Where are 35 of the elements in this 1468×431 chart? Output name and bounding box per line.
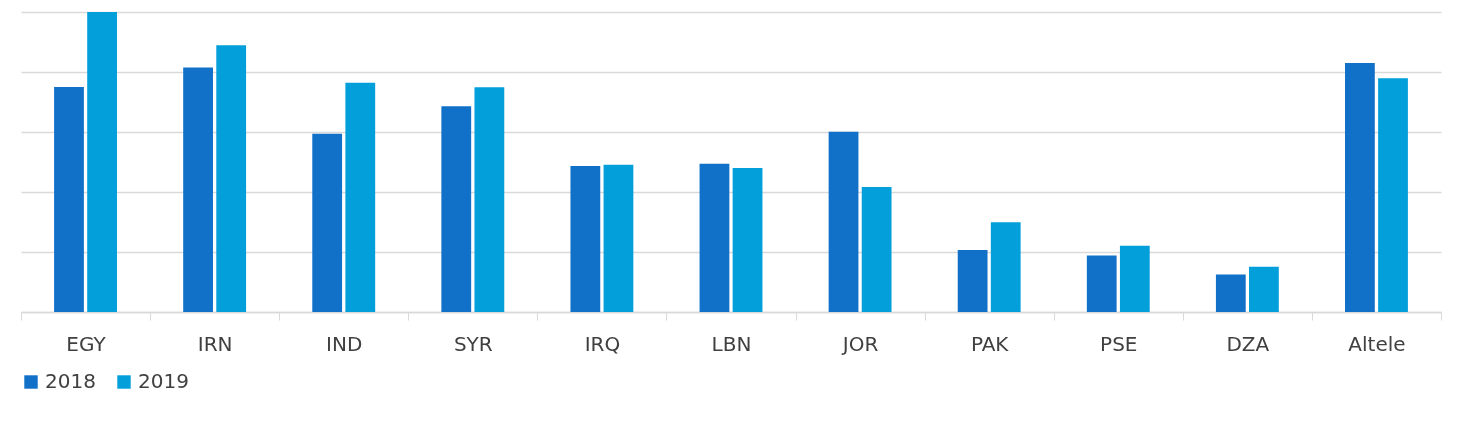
bar — [474, 87, 505, 312]
bar — [603, 164, 634, 312]
bar — [1249, 266, 1279, 312]
bar — [1345, 63, 1375, 312]
x-tick-label: DZA — [1226, 331, 1270, 356]
bar — [1215, 274, 1246, 312]
bar — [732, 168, 763, 312]
bar — [216, 45, 247, 312]
bar — [441, 106, 472, 312]
bar — [957, 249, 988, 312]
bar — [87, 12, 117, 312]
x-tick-label: IND — [326, 331, 363, 356]
bar — [699, 163, 730, 312]
x-tick-label: IRN — [197, 331, 233, 356]
x-tick-label: IRQ — [584, 331, 621, 356]
bar — [312, 133, 343, 312]
bar — [828, 131, 859, 312]
bar — [345, 82, 376, 312]
x-tick-label: EGY — [66, 331, 107, 356]
legend-label: 2018 — [45, 369, 96, 393]
x-tick-label: PAK — [970, 331, 1010, 356]
bar — [1378, 78, 1408, 312]
bar — [570, 165, 601, 312]
bar — [54, 87, 84, 312]
x-tick-label: SYR — [453, 331, 493, 356]
x-tick-label: JOR — [840, 331, 879, 356]
x-tick-label: LBN — [711, 331, 752, 356]
bar — [990, 222, 1021, 312]
bar — [183, 67, 213, 312]
legend-label: 2019 — [138, 369, 189, 393]
bar — [1119, 245, 1150, 312]
bar — [1086, 255, 1117, 312]
bar — [861, 186, 892, 312]
x-tick-label: Altele — [1348, 331, 1406, 356]
x-tick-label: PSE — [1100, 331, 1138, 356]
